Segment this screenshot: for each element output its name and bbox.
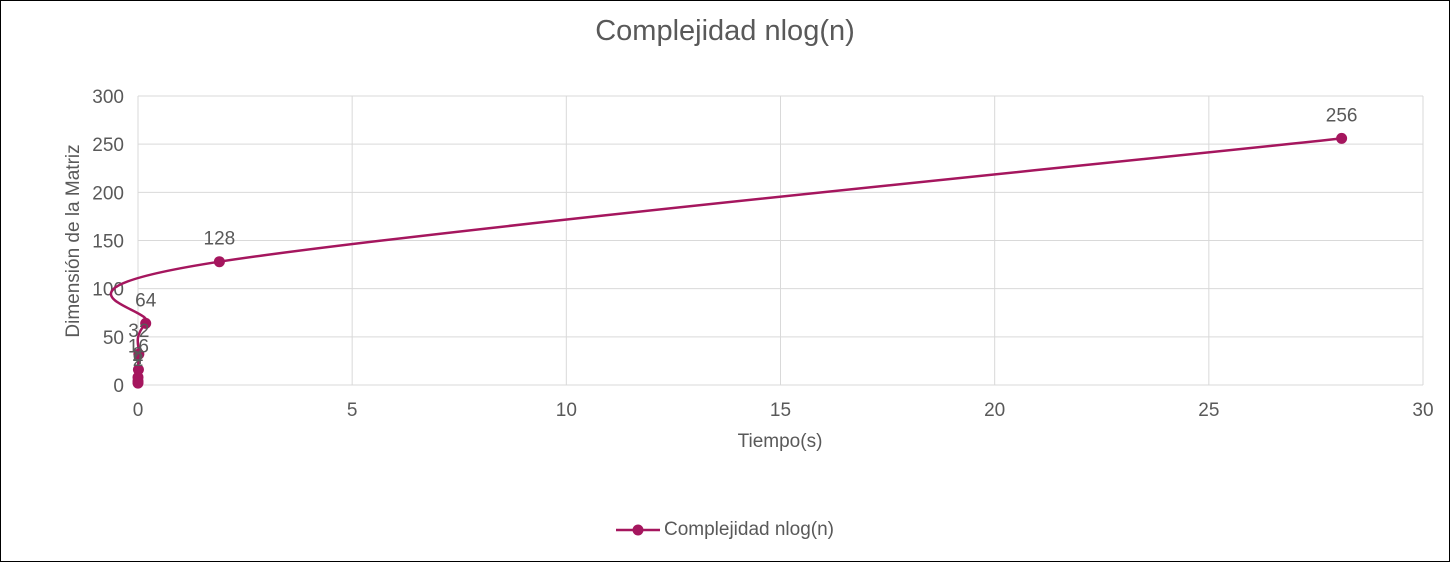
x-tick-label: 25 [1198,400,1219,421]
legend-swatch [615,524,660,536]
data-point [133,348,145,360]
x-axis-title: Tiempo(s) [738,431,823,452]
data-label: 128 [204,229,236,250]
x-tick-label: 10 [556,400,577,421]
data-point [1336,132,1348,144]
y-tick-label: 250 [92,135,124,156]
legend: Complejidad nlog(n) [1,519,1449,541]
data-label: 4 [133,348,144,369]
x-tick-label: 30 [1412,400,1433,421]
x-tick-label: 0 [133,400,144,421]
data-label: 2 [133,350,144,371]
data-point [213,256,225,268]
data-label: 64 [135,290,157,311]
y-tick-label: 0 [113,376,124,397]
chart-title: Complejidad nlog(n) [595,15,855,47]
y-axis-title: Dimensión de la Matriz [63,144,84,337]
y-tick-label: 50 [103,328,124,349]
data-label: 8 [133,344,144,365]
y-tick-label: 200 [92,183,124,204]
series-line [109,137,1342,384]
data-label: 256 [1326,105,1358,126]
y-tick-label: 100 [92,280,124,301]
data-point [132,364,144,376]
x-tick-label: 15 [770,400,791,421]
y-tick-label: 300 [92,87,124,108]
x-tick-label: 5 [347,400,358,421]
y-tick-label: 150 [92,232,124,253]
legend-label: Complejidad nlog(n) [663,519,835,540]
data-label: 16 [128,337,149,358]
data-point [140,317,152,329]
x-tick-label: 20 [984,400,1005,421]
data-label: 32 [128,321,149,342]
